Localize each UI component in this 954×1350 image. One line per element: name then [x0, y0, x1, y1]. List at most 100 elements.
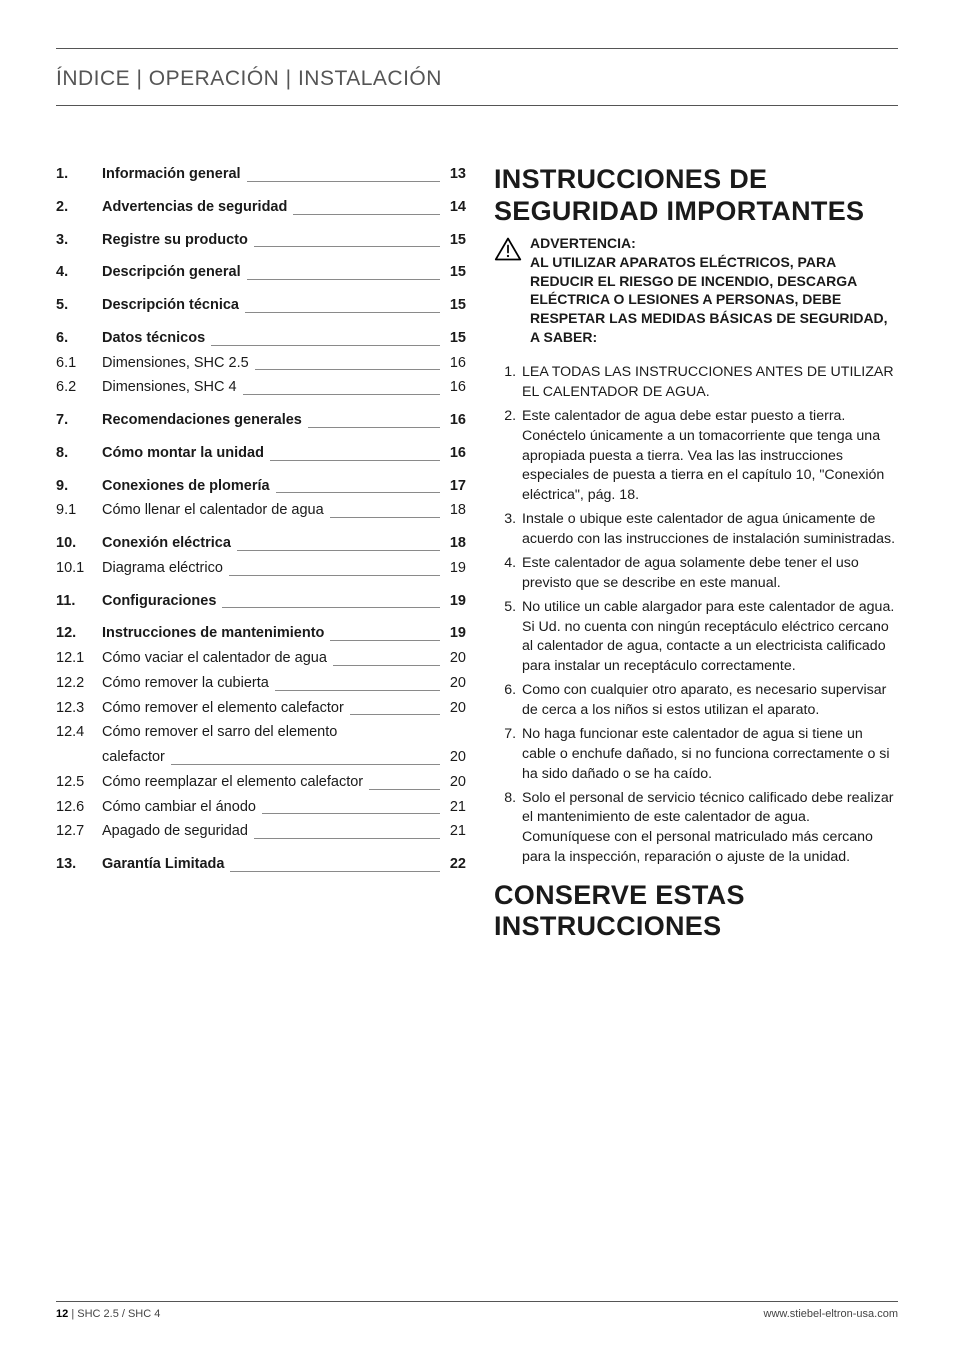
safety-list-item: Este calentador de agua solamente debe t… — [520, 554, 898, 594]
toc-label: Apagado de seguridad — [102, 821, 248, 843]
toc-label: Garantía Limitada — [102, 854, 224, 876]
toc-row: 12.4Cómo remover el sarro del elemento — [56, 722, 466, 744]
toc-leader — [308, 418, 440, 428]
toc-row: 5.Descripción técnica 15 — [56, 295, 466, 317]
toc-column: 1.Información general13 2.Advertencias de… — [56, 164, 466, 942]
toc-page: 20 — [442, 673, 466, 695]
toc-number: 12.2 — [56, 673, 102, 695]
toc-page: 15 — [442, 262, 466, 284]
safety-list-item: No utilice un cable alargador para este … — [520, 598, 898, 678]
toc-leader — [247, 172, 440, 182]
toc-page: 15 — [442, 230, 466, 252]
toc-label: Recomendaciones generales — [102, 410, 302, 432]
toc-gap — [56, 320, 466, 328]
toc-leader — [211, 336, 440, 346]
toc-gap — [56, 254, 466, 262]
toc-number: 5. — [56, 295, 102, 317]
toc-label: Descripción general — [102, 262, 241, 284]
toc-number: 12. — [56, 623, 102, 645]
toc-number: 12.5 — [56, 772, 102, 794]
toc-row: 1.Información general13 — [56, 164, 466, 186]
toc-leader — [230, 862, 440, 872]
toc-label: Cómo vaciar el calentador de agua — [102, 648, 327, 670]
toc-number: 9. — [56, 476, 102, 498]
warning-icon — [494, 236, 522, 262]
toc-leader — [275, 681, 440, 691]
toc-row: 6.1Dimensiones, SHC 2.5 16 — [56, 353, 466, 375]
toc-number: 11. — [56, 591, 102, 613]
toc-number: 6.1 — [56, 353, 102, 375]
toc-page: 15 — [442, 295, 466, 317]
toc-number: 3. — [56, 230, 102, 252]
safety-list-item: Solo el personal de servicio técnico cal… — [520, 789, 898, 869]
toc-row: 11.Configuraciones19 — [56, 591, 466, 613]
toc-leader — [247, 270, 440, 280]
toc-label: Cómo remover el sarro del elemento — [102, 722, 337, 744]
toc-number: 12.4 — [56, 722, 102, 744]
toc-label: Conexión eléctrica — [102, 533, 231, 555]
toc-page: 20 — [442, 772, 466, 794]
toc-number: 8. — [56, 443, 102, 465]
toc-page: 20 — [442, 648, 466, 670]
toc-number: 1. — [56, 164, 102, 186]
header-rule-bottom — [56, 105, 898, 106]
toc-number: 6. — [56, 328, 102, 350]
toc-page: 16 — [442, 353, 466, 375]
toc-label: Registre su producto — [102, 230, 248, 252]
safety-list-item: LEA TODAS LAS INSTRUCCIONES ANTES DE UTI… — [520, 363, 898, 403]
toc-leader — [276, 484, 440, 494]
header-title: ÍNDICE | OPERACIÓN | INSTALACIÓN — [56, 67, 898, 91]
toc-number: 7. — [56, 410, 102, 432]
toc-number: 2. — [56, 197, 102, 219]
safety-list-item: Este calentador de agua debe estar puest… — [520, 407, 898, 506]
toc-label: Dimensiones, SHC 2.5 — [102, 353, 249, 375]
toc-page: 19 — [442, 558, 466, 580]
toc-label: calefactor — [102, 747, 165, 769]
toc-number: 13. — [56, 854, 102, 876]
toc-page: 21 — [442, 797, 466, 819]
toc-page: 19 — [442, 623, 466, 645]
toc-row: calefactor20 — [56, 747, 466, 769]
header-rule-top — [56, 48, 898, 49]
toc-row: 12.6Cómo cambiar el ánodo21 — [56, 797, 466, 819]
toc-label: Dimensiones, SHC 4 — [102, 377, 237, 399]
footer-product: SHC 2.5 / SHC 4 — [77, 1308, 160, 1320]
safety-list-item: Instale o ubique este calentador de agua… — [520, 510, 898, 550]
toc-row: 12.2Cómo remover la cubierta20 — [56, 673, 466, 695]
instructions-column: INSTRUCCIONES DE SEGURIDAD IMPORTANTES A… — [494, 164, 898, 942]
toc-leader — [330, 508, 440, 518]
toc-number: 12.3 — [56, 698, 102, 720]
toc-row: 9.Conexiones de plomería17 — [56, 476, 466, 498]
toc-number: 9.1 — [56, 500, 102, 522]
toc-gap — [56, 468, 466, 476]
toc-row: 10.Conexión eléctrica18 — [56, 533, 466, 555]
warning-block: ADVERTENCIA: AL UTILIZAR APARATOS ELÉCTR… — [494, 234, 898, 347]
warning-text: ADVERTENCIA: AL UTILIZAR APARATOS ELÉCTR… — [530, 234, 898, 347]
toc-label: Advertencias de seguridad — [102, 197, 287, 219]
safety-list-item: No haga funcionar este calentador de agu… — [520, 725, 898, 785]
toc-label: Configuraciones — [102, 591, 216, 613]
toc-leader — [245, 303, 440, 313]
toc-row: 10.1Diagrama eléctrico19 — [56, 558, 466, 580]
toc-row: 9.1Cómo llenar el calentador de agua18 — [56, 500, 466, 522]
toc-page: 21 — [442, 821, 466, 843]
toc-gap — [56, 287, 466, 295]
toc-page: 16 — [442, 410, 466, 432]
toc-gap — [56, 435, 466, 443]
footer-left: 12 | SHC 2.5 / SHC 4 — [56, 1308, 160, 1320]
toc-row: 12.3Cómo remover el elemento calefactor2… — [56, 698, 466, 720]
toc-label: Descripción técnica — [102, 295, 239, 317]
safety-heading: INSTRUCCIONES DE SEGURIDAD IMPORTANTES — [494, 164, 898, 228]
conserve-heading: CONSERVE ESTAS INSTRUCCIONES — [494, 880, 898, 942]
toc-page: 22 — [442, 854, 466, 876]
footer-page-number: 12 — [56, 1308, 68, 1320]
toc-page: 16 — [442, 377, 466, 399]
toc-number: 12.6 — [56, 797, 102, 819]
toc-number: 12.1 — [56, 648, 102, 670]
toc-page: 15 — [442, 328, 466, 350]
toc-page: 20 — [442, 698, 466, 720]
toc-leader — [262, 805, 440, 815]
page: ÍNDICE | OPERACIÓN | INSTALACIÓN 1.Infor… — [0, 0, 954, 1350]
toc-gap — [56, 222, 466, 230]
toc-gap — [56, 189, 466, 197]
